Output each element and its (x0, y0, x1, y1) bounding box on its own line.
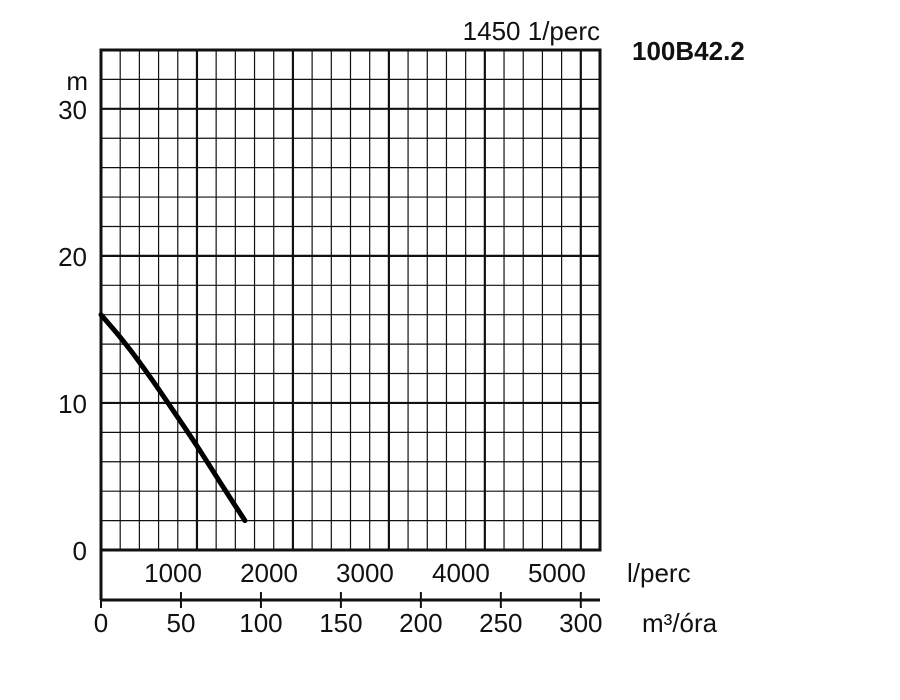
x-secondary-tick-label: 300 (559, 608, 602, 638)
y-axis-label: m (66, 66, 88, 96)
x-primary-tick-label: 5000 (528, 558, 586, 588)
performance-curve (98, 312, 248, 524)
grid-border (99, 48, 602, 552)
y-tick-label: 10 (58, 389, 87, 419)
x-primary-tick-label: 4000 (432, 558, 490, 588)
y-tick-label: 20 (58, 242, 87, 272)
x-secondary-tick-label: 50 (167, 608, 196, 638)
model-label: 100B42.2 (632, 36, 745, 66)
chart-title: 1450 1/perc (463, 16, 600, 46)
x-secondary-tick-label: 200 (399, 608, 442, 638)
x-primary-unit: l/perc (627, 558, 691, 588)
major-grid (101, 50, 600, 550)
y-tick-label: 30 (58, 95, 87, 125)
x-primary-tick-label: 2000 (240, 558, 298, 588)
minor-grid (101, 49, 600, 550)
x-secondary-tick-label: 0 (94, 608, 108, 638)
x-primary-tick-label: 3000 (336, 558, 394, 588)
tick-labels: 0 50 100 150 200 250 300 1000 2000 3000 4000 5000 0 1… (58, 95, 602, 638)
labels-layer: 1450 1/perc 100B42.2 m l/perc m³/óra (66, 16, 744, 638)
curve-layer (98, 312, 248, 524)
y-tick-label: 0 (73, 536, 87, 566)
x-secondary-tick-label: 250 (479, 608, 522, 638)
x-primary-tick-label: 1000 (144, 558, 202, 588)
x-secondary-tick-label: 100 (239, 608, 282, 638)
x-secondary-tick-label: 150 (319, 608, 362, 638)
x-secondary-unit: m³/óra (642, 608, 718, 638)
plot-frame (99, 48, 602, 608)
